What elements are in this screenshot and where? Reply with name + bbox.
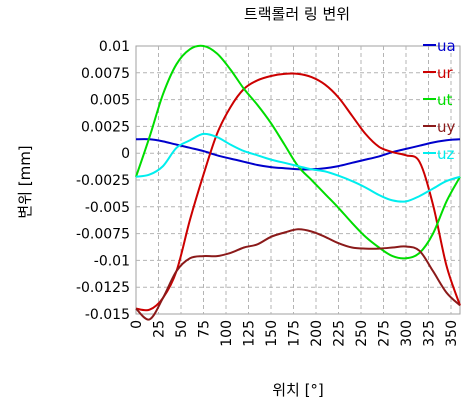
legend-label-uy: uy bbox=[437, 118, 456, 136]
x-tick-label: 150 bbox=[264, 320, 280, 347]
y-tick-label: -0.015 bbox=[85, 307, 130, 323]
y-tick-label: 0 bbox=[121, 146, 130, 162]
x-tick-label: 225 bbox=[332, 320, 348, 347]
x-tick-label: 325 bbox=[422, 320, 438, 347]
series-line-ur bbox=[135, 72, 461, 312]
series-line-uz bbox=[135, 132, 461, 203]
y-tick-label: -0.005 bbox=[85, 200, 130, 216]
y-tick-label: 0.01 bbox=[99, 39, 130, 55]
x-tick-label: 100 bbox=[219, 320, 235, 347]
x-tick-label: 350 bbox=[444, 320, 460, 347]
x-tick-label: 275 bbox=[377, 320, 393, 347]
y-tick-label: 0.0075 bbox=[81, 66, 130, 82]
legend-label-ur: ur bbox=[437, 64, 454, 82]
x-tick-label: 50 bbox=[174, 320, 190, 338]
x-tick-label: 25 bbox=[152, 320, 168, 338]
y-tick-label: -0.0075 bbox=[76, 227, 130, 243]
x-tick-label: 200 bbox=[309, 320, 325, 347]
y-axis-title: 변위 [mm] bbox=[16, 145, 34, 218]
y-tick-label: -0.01 bbox=[94, 253, 130, 269]
x-tick-label: 300 bbox=[399, 320, 415, 347]
series-line-uy bbox=[135, 228, 461, 321]
y-tick-label: 0.0025 bbox=[81, 119, 130, 135]
y-tick-label: 0.005 bbox=[90, 93, 130, 109]
chart-title: 트랙롤러 링 변위 bbox=[244, 5, 350, 23]
x-tick-label: 75 bbox=[197, 320, 213, 338]
series-line-ua bbox=[135, 138, 461, 171]
grid bbox=[136, 46, 460, 314]
x-tick-labels: 0 25 50 75 100 125 150 175 200 225 250 275 300 325 350 bbox=[129, 320, 460, 347]
legend-label-ua: ua bbox=[437, 37, 456, 55]
x-tick-label: 250 bbox=[354, 320, 370, 347]
x-tick-label: 0 bbox=[129, 320, 145, 329]
legend-label-ut: ut bbox=[437, 91, 453, 109]
legend: ua ur ut uy uz bbox=[423, 37, 456, 163]
y-tick-labels: 0.01 0.0075 0.005 0.0025 0 -0.0025 -0.005 -0.00… bbox=[76, 39, 130, 323]
y-tick-label: -0.0125 bbox=[76, 280, 130, 296]
series-lines bbox=[135, 44, 461, 321]
x-axis-title: 위치 [°] bbox=[272, 381, 324, 399]
legend-label-uz: uz bbox=[437, 145, 455, 163]
x-tick-label: 125 bbox=[242, 320, 258, 347]
y-tick-label: -0.0025 bbox=[76, 173, 130, 189]
x-tick-label: 175 bbox=[287, 320, 303, 347]
